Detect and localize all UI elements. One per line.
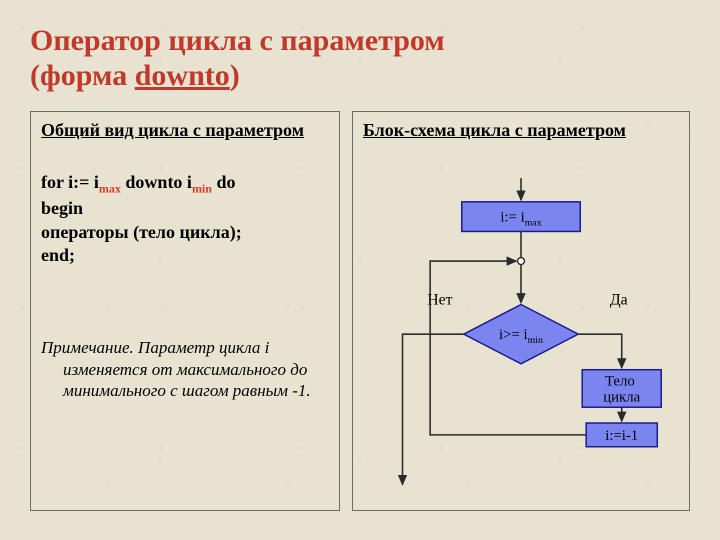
left-panel: Общий вид цикла с параметром for i:= ima… xyxy=(30,111,340,511)
columns: Общий вид цикла с параметром for i:= ima… xyxy=(30,111,690,511)
title-line2-pre: (форма xyxy=(30,59,135,92)
code-for-mid: downto i xyxy=(121,172,192,192)
arrow-no-exit xyxy=(403,334,464,484)
right-panel: Блок-схема цикла с параметром i:= imax xyxy=(352,111,690,511)
step-text: i:=i-1 xyxy=(605,428,638,444)
code-for-sub1: max xyxy=(99,182,121,196)
right-heading: Блок-схема цикла с параметром xyxy=(363,120,679,141)
note-text: Примечание. Параметр цикла i изменяется … xyxy=(41,337,329,401)
code-for-post: do xyxy=(212,172,236,192)
left-heading: Общий вид цикла с параметром xyxy=(41,120,329,141)
title-line2-underline: downto xyxy=(135,59,230,92)
code-for-sub2: min xyxy=(192,182,212,196)
code-ops: операторы (тело цикла); xyxy=(41,222,242,242)
label-no: Нет xyxy=(427,292,452,309)
code-for-pre: for i:= i xyxy=(41,172,99,192)
arrow-yes xyxy=(578,334,621,368)
title-line1: Оператор цикла с параметром xyxy=(30,24,445,57)
code-end: end; xyxy=(41,245,75,265)
code-begin: begin xyxy=(41,198,83,218)
code-block: for i:= imax downto imin do begin операт… xyxy=(41,171,329,267)
merge-point xyxy=(518,258,525,265)
title-line2-post: ) xyxy=(230,59,240,92)
slide-title: Оператор цикла с параметром (форма downt… xyxy=(30,24,690,93)
flowchart: i:= imax i>= imin Нет Да Тело цикла xyxy=(363,171,679,521)
body-text: Тело цикла xyxy=(603,374,640,406)
label-yes: Да xyxy=(610,292,628,309)
